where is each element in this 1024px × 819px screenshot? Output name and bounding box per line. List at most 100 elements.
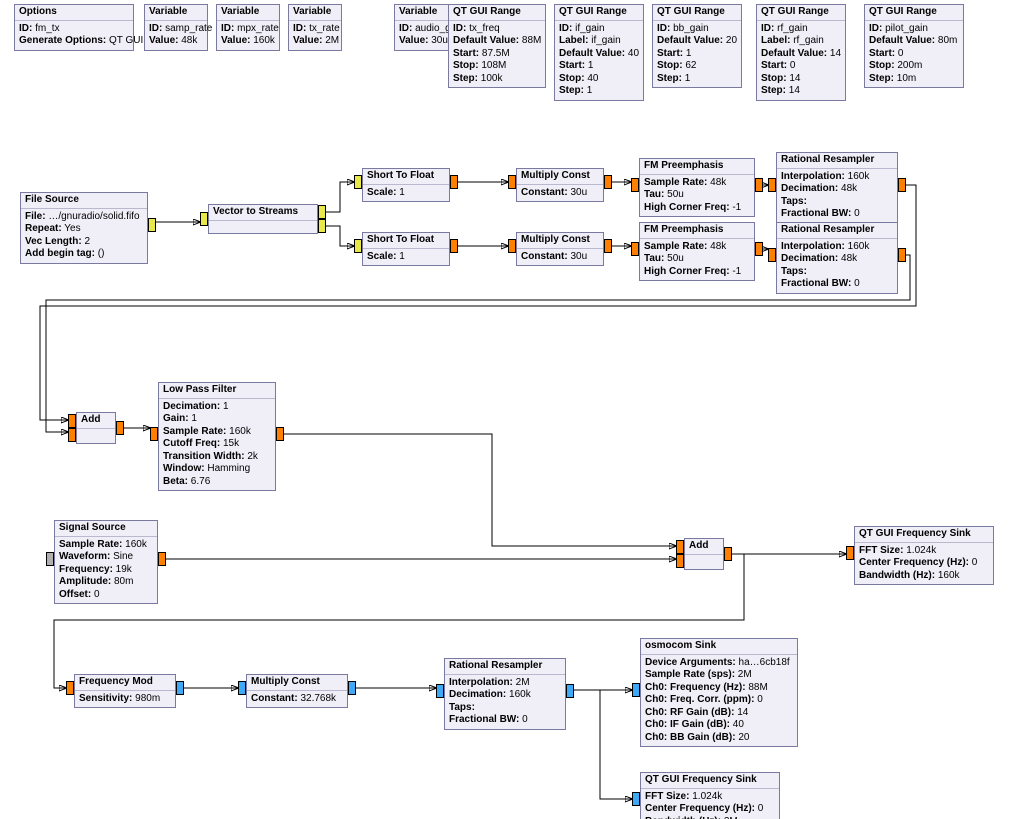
port[interactable] (676, 540, 684, 554)
port[interactable] (508, 175, 516, 189)
block-r_pilot_gain[interactable]: QT GUI RangeID: pilot_gainDefault Value:… (864, 4, 964, 88)
block-param: Center Frequency (Hz): 0 (859, 557, 989, 570)
port[interactable] (116, 421, 124, 435)
block-param: Ch0: RF Gain (dB): 14 (645, 707, 793, 720)
block-param: Value: 2M (293, 35, 337, 48)
block-param: Taps: (781, 266, 893, 279)
port[interactable] (450, 239, 458, 253)
block-pre1[interactable]: FM PreemphasisSample Rate: 48kTau: 50uHi… (639, 158, 755, 217)
port[interactable] (200, 212, 208, 226)
port[interactable] (68, 414, 76, 428)
block-mc1[interactable]: Multiply ConstConstant: 30u (516, 168, 604, 202)
block-param: Start: 1 (559, 60, 639, 73)
block-pre2[interactable]: FM PreemphasisSample Rate: 48kTau: 50uHi… (639, 222, 755, 281)
block-title: Rational Resampler (777, 223, 897, 239)
port[interactable] (846, 546, 854, 560)
port[interactable] (676, 554, 684, 568)
block-param: Decimation: 160k (449, 689, 561, 702)
block-qtfreq2[interactable]: QT GUI Frequency SinkFFT Size: 1.024kCen… (640, 772, 780, 819)
block-var_samp_rate[interactable]: VariableID: samp_rateValue: 48k (144, 4, 208, 51)
block-param: Constant: 30u (521, 187, 599, 200)
port[interactable] (354, 239, 362, 253)
port[interactable] (238, 681, 246, 695)
block-file_source[interactable]: File SourceFile: …/gnuradio/solid.fifoRe… (20, 192, 148, 264)
block-param: Interpolation: 160k (781, 241, 893, 254)
block-rr2[interactable]: Rational ResamplerInterpolation: 160kDec… (776, 222, 898, 294)
port[interactable] (631, 242, 639, 256)
block-r_rf_gain[interactable]: QT GUI RangeID: rf_gainLabel: rf_gainDef… (756, 4, 846, 101)
block-sigsrc[interactable]: Signal SourceSample Rate: 160kWaveform: … (54, 520, 158, 604)
block-param: Device Arguments: ha…6cb18f (645, 657, 793, 670)
block-fmod[interactable]: Frequency ModSensitivity: 980m (74, 674, 176, 708)
port[interactable] (604, 175, 612, 189)
block-title: Rational Resampler (777, 153, 897, 169)
block-r_bb_gain[interactable]: QT GUI RangeID: bb_gainDefault Value: 20… (652, 4, 742, 88)
port[interactable] (450, 175, 458, 189)
block-osmo[interactable]: osmocom SinkDevice Arguments: ha…6cb18fS… (640, 638, 798, 747)
block-mc2[interactable]: Multiply ConstConstant: 30u (516, 232, 604, 266)
block-param: Center Frequency (Hz): 0 (645, 803, 775, 816)
port[interactable] (66, 681, 74, 695)
port[interactable] (436, 684, 444, 698)
block-stf2[interactable]: Short To FloatScale: 1 (362, 232, 450, 266)
port[interactable] (631, 178, 639, 192)
port[interactable] (768, 248, 776, 262)
port[interactable] (632, 683, 640, 697)
block-title: Vector to Streams (209, 205, 317, 221)
block-options[interactable]: OptionsID: fm_txGenerate Options: QT GUI (14, 4, 134, 51)
block-param: Default Value: 88M (453, 35, 541, 48)
block-r_if_gain[interactable]: QT GUI RangeID: if_gainLabel: if_gainDef… (554, 4, 644, 101)
block-rr3[interactable]: Rational ResamplerInterpolation: 2MDecim… (444, 658, 566, 730)
block-title: QT GUI Frequency Sink (855, 527, 993, 543)
port[interactable] (318, 219, 326, 233)
block-title: Frequency Mod (75, 675, 175, 691)
block-var_tx_rate[interactable]: VariableID: tx_rateValue: 2M (288, 4, 342, 51)
port[interactable] (898, 178, 906, 192)
block-qtfreq1[interactable]: QT GUI Frequency SinkFFT Size: 1.024kCen… (854, 526, 994, 585)
flowgraph-canvas[interactable]: OptionsID: fm_txGenerate Options: QT GUI… (0, 0, 1024, 819)
block-mc3[interactable]: Multiply ConstConstant: 32.768k (246, 674, 348, 708)
block-title: osmocom Sink (641, 639, 797, 655)
block-r_tx_freq[interactable]: QT GUI RangeID: tx_freqDefault Value: 88… (448, 4, 546, 88)
port[interactable] (276, 427, 284, 441)
port[interactable] (150, 427, 158, 441)
block-var_mpx_rate[interactable]: VariableID: mpx_rateValue: 160k (216, 4, 280, 51)
block-param: ID: tx_freq (453, 23, 541, 36)
block-param: Taps: (449, 702, 561, 715)
port[interactable] (768, 178, 776, 192)
block-param: Step: 1 (559, 85, 639, 98)
port[interactable] (755, 242, 763, 256)
block-stf1[interactable]: Short To FloatScale: 1 (362, 168, 450, 202)
block-param: Tau: 50u (644, 253, 750, 266)
port[interactable] (318, 205, 326, 219)
block-rr1[interactable]: Rational ResamplerInterpolation: 160kDec… (776, 152, 898, 224)
block-param: Fractional BW: 0 (781, 208, 893, 221)
port[interactable] (46, 552, 54, 566)
block-add1[interactable]: Add (76, 412, 116, 444)
block-param: Gain: 1 (163, 413, 271, 426)
block-vec2str[interactable]: Vector to Streams (208, 204, 318, 234)
block-title: QT GUI Range (865, 5, 963, 21)
port[interactable] (508, 239, 516, 253)
block-param: Ch0: IF Gain (dB): 40 (645, 719, 793, 732)
block-param: Frequency: 19k (59, 564, 153, 577)
port[interactable] (158, 552, 166, 566)
block-add2[interactable]: Add (684, 538, 724, 570)
block-param: File: …/gnuradio/solid.fifo (25, 211, 143, 224)
port[interactable] (566, 684, 574, 698)
port[interactable] (176, 681, 184, 695)
block-param: ID: mpx_rate (221, 23, 275, 36)
port[interactable] (604, 239, 612, 253)
block-title: Short To Float (363, 233, 449, 249)
port[interactable] (755, 178, 763, 192)
port[interactable] (354, 175, 362, 189)
block-title: Add (685, 539, 723, 555)
block-param: Transition Width: 2k (163, 451, 271, 464)
port[interactable] (724, 547, 732, 561)
port[interactable] (348, 681, 356, 695)
port[interactable] (632, 792, 640, 806)
block-lpf[interactable]: Low Pass FilterDecimation: 1Gain: 1Sampl… (158, 382, 276, 491)
port[interactable] (898, 248, 906, 262)
port[interactable] (148, 218, 156, 232)
port[interactable] (68, 428, 76, 442)
